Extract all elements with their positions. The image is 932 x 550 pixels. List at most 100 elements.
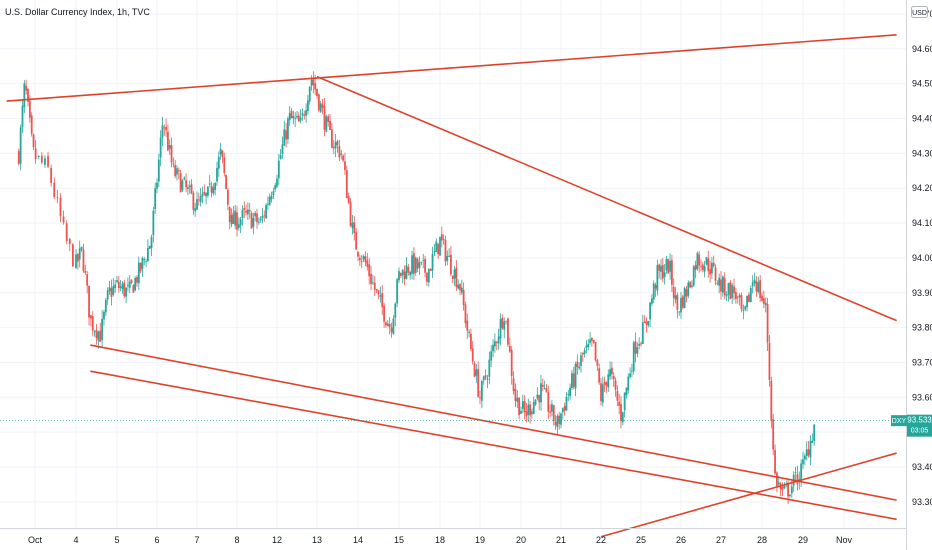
candle-body — [76, 254, 79, 262]
candle-body — [641, 322, 644, 344]
candle-body — [261, 215, 264, 219]
trendline-lower-channel-2[interactable] — [90, 370, 897, 521]
x-tick-label: 8 — [234, 535, 239, 545]
candle-body — [351, 222, 354, 229]
candle-body — [159, 137, 162, 158]
y-tick-label: 94.200 — [912, 183, 932, 193]
candle-body — [305, 110, 307, 116]
candle-body — [161, 125, 164, 138]
trendlines[interactable] — [6, 34, 897, 538]
candle-body — [170, 145, 173, 163]
candle-body — [150, 236, 153, 248]
candle-body — [658, 264, 661, 271]
candle-body — [71, 244, 74, 267]
candle-body — [576, 361, 579, 368]
candle-body — [578, 366, 581, 369]
candle-body — [512, 378, 515, 392]
candle-body — [789, 494, 791, 497]
candle-body — [554, 421, 557, 426]
candle-body — [297, 115, 300, 122]
candle-body — [372, 282, 374, 284]
candle-body — [221, 150, 224, 158]
candle-body — [632, 342, 635, 372]
candle-body — [480, 380, 483, 401]
candle-body — [112, 286, 115, 295]
candle-body — [440, 234, 443, 241]
candle-body — [459, 284, 461, 291]
x-axis[interactable]: Oct 4 5 6 7 8 12 13 14 15 18 19 20 21 22 25 26 27 28 29 Nov — [28, 535, 853, 545]
candle-body — [230, 215, 233, 225]
last-price-badge — [907, 414, 932, 437]
x-tick-label: 19 — [475, 535, 485, 545]
candle-body — [108, 287, 111, 292]
trendline-lower-channel-1[interactable] — [90, 344, 897, 501]
candle-body — [187, 187, 189, 190]
candle-body — [749, 288, 752, 302]
candle-body — [694, 265, 697, 271]
candle-body — [661, 264, 664, 279]
trendline-rising-support[interactable] — [600, 452, 897, 538]
candle-body — [665, 258, 668, 271]
candle-body — [523, 401, 526, 413]
candle-body — [267, 203, 269, 205]
candle-body — [656, 264, 659, 291]
candle-body — [128, 281, 131, 288]
candle-body — [660, 266, 662, 272]
candle-body — [534, 399, 537, 405]
candle-body — [427, 269, 430, 283]
candle-body — [723, 277, 726, 296]
candle-body — [152, 210, 155, 236]
x-tick-label: 25 — [636, 535, 646, 545]
candle-body — [479, 397, 481, 399]
candle-body — [774, 450, 776, 474]
candle-body — [132, 284, 135, 293]
candle-body — [802, 459, 804, 465]
candle-body — [563, 406, 566, 411]
candle-body — [418, 262, 421, 268]
candle-body — [390, 327, 393, 333]
candle-body — [299, 117, 302, 121]
candle-body — [757, 281, 760, 293]
candle-body — [770, 380, 773, 422]
x-tick-label: 27 — [716, 535, 726, 545]
candle-body — [228, 206, 231, 223]
currency-badge[interactable]: USD — [911, 6, 928, 18]
trendline-descending-top[interactable] — [316, 75, 897, 322]
candle-body — [536, 394, 539, 399]
candle-body — [527, 404, 530, 415]
candle-body — [84, 270, 87, 273]
candle-body — [676, 294, 679, 310]
candle-body — [503, 321, 506, 330]
candle-body — [813, 424, 816, 441]
candles — [17, 71, 816, 505]
candle-body — [259, 218, 262, 221]
candle-body — [34, 148, 37, 159]
candle-body — [748, 294, 750, 303]
candle-body — [499, 319, 502, 339]
candle-body — [505, 320, 507, 322]
candle-body — [470, 333, 472, 349]
candle-body — [355, 232, 358, 250]
candle-body — [776, 472, 778, 486]
candle-body — [250, 212, 253, 229]
candle-body — [332, 146, 335, 149]
candle-body — [600, 383, 602, 402]
y-tick-label: 94.400 — [912, 113, 932, 123]
candle-body — [28, 100, 31, 118]
candle-body — [217, 156, 220, 169]
candle-body — [59, 197, 62, 217]
candle-body — [91, 316, 94, 331]
candle-body — [560, 413, 562, 425]
candle-body — [80, 246, 83, 250]
candle-body — [811, 440, 814, 444]
candle-body — [585, 345, 588, 348]
candle-body — [65, 223, 68, 241]
candle-body — [312, 79, 315, 85]
candle-body — [681, 296, 684, 308]
candle-body — [781, 486, 784, 491]
candle-body — [25, 85, 28, 91]
trendline-upper-resistance[interactable] — [6, 34, 897, 102]
candle-body — [488, 359, 491, 377]
